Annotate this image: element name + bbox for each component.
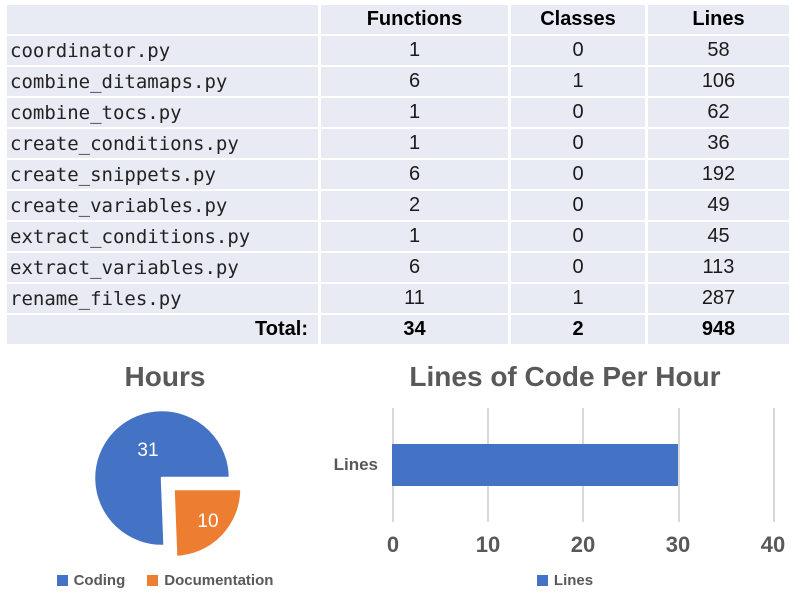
- functions-value: 2: [321, 191, 508, 220]
- lines-value: 62: [648, 98, 789, 127]
- classes-value: 0: [511, 129, 645, 158]
- code-stats-table: Functions Classes Lines coordinator.py 1…: [7, 5, 789, 344]
- legend-item-coding: Coding: [56, 572, 126, 589]
- file-name: combine_ditamaps.py: [7, 67, 318, 96]
- pie-label-documentation-value: 10: [197, 511, 218, 532]
- documentation-swatch-icon: [147, 575, 159, 586]
- file-name: extract_variables.py: [7, 253, 318, 282]
- lines-value: 192: [648, 160, 789, 189]
- file-name: create_snippets.py: [7, 160, 318, 189]
- legend-item-lines: Lines: [536, 572, 594, 589]
- file-name: combine_tocs.py: [7, 98, 318, 127]
- table-header-empty: [7, 5, 318, 34]
- classes-value: 1: [511, 284, 645, 313]
- classes-value: 0: [511, 191, 645, 220]
- lines-value: 106: [648, 67, 789, 96]
- gridline-40: [773, 408, 775, 522]
- classes-value: 1: [511, 67, 645, 96]
- pie-slice-documentation: [172, 487, 243, 559]
- classes-value: 0: [511, 222, 645, 251]
- col-header-functions: Functions: [321, 5, 508, 34]
- gridline-30: [678, 408, 680, 522]
- bar-chart-lines-per-hour: Lines of Code Per Hour Lines 0 10 20 30 …: [330, 350, 800, 607]
- legend-label-documentation: Documentation: [164, 572, 274, 589]
- pie-slice-coding: [92, 408, 232, 548]
- col-header-classes: Classes: [511, 5, 645, 34]
- coding-swatch-icon: [56, 575, 68, 586]
- legend-label-coding: Coding: [73, 572, 126, 589]
- lines-value: 36: [648, 129, 789, 158]
- bar-legend: Lines: [330, 572, 800, 589]
- classes-value: 0: [511, 36, 645, 65]
- functions-value: 1: [321, 36, 508, 65]
- x-tick-label: 40: [760, 532, 786, 557]
- classes-value: 0: [511, 160, 645, 189]
- pie-graphic: 31 10: [92, 408, 243, 559]
- functions-value: 6: [321, 160, 508, 189]
- total-classes: 2: [511, 315, 645, 344]
- lines-value: 49: [648, 191, 789, 220]
- pie-chart-title: Hours: [124, 361, 206, 392]
- lines-value: 287: [648, 284, 789, 313]
- bar-lines: [392, 444, 678, 486]
- classes-value: 0: [511, 98, 645, 127]
- lines-value: 113: [648, 253, 789, 282]
- functions-value: 1: [321, 222, 508, 251]
- file-name: create_variables.py: [7, 191, 318, 220]
- pie-label-coding-value: 31: [137, 440, 158, 461]
- pie-legend: Coding Documentation: [0, 572, 330, 589]
- file-name: coordinator.py: [7, 36, 318, 65]
- classes-value: 0: [511, 253, 645, 282]
- pie-chart-hours: Hours 31 10 Coding Documentation: [0, 350, 330, 607]
- total-lines: 948: [648, 315, 789, 344]
- functions-value: 6: [321, 253, 508, 282]
- x-tick-label: 10: [475, 532, 501, 557]
- legend-label-lines: Lines: [553, 572, 594, 589]
- functions-value: 1: [321, 98, 508, 127]
- x-tick-label: 0: [386, 532, 400, 557]
- lines-value: 45: [648, 222, 789, 251]
- file-name: extract_conditions.py: [7, 222, 318, 251]
- col-header-lines: Lines: [648, 5, 789, 34]
- x-tick-label: 30: [665, 532, 691, 557]
- total-label: Total:: [7, 315, 318, 344]
- lines-value: 58: [648, 36, 789, 65]
- file-name: create_conditions.py: [7, 129, 318, 158]
- bar-chart-title: Lines of Code Per Hour: [409, 361, 721, 392]
- functions-value: 6: [321, 67, 508, 96]
- y-axis-category-label: Lines: [333, 455, 378, 474]
- x-tick-label: 20: [570, 532, 596, 557]
- legend-item-documentation: Documentation: [147, 572, 273, 589]
- lines-swatch-icon: [536, 575, 548, 586]
- total-functions: 34: [321, 315, 508, 344]
- functions-value: 11: [321, 284, 508, 313]
- file-name: rename_files.py: [7, 284, 318, 313]
- functions-value: 1: [321, 129, 508, 158]
